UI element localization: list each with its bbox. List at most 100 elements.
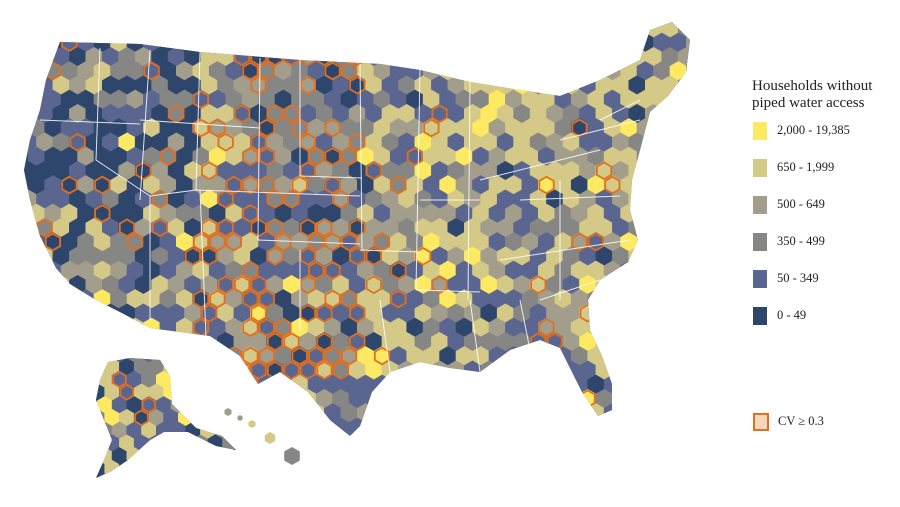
legend-swatch	[753, 307, 767, 325]
hex-cell	[488, 32, 506, 53]
hex-cell	[636, 175, 654, 195]
hex-cell	[612, 331, 630, 352]
high-cv-hex-outline	[242, 375, 259, 394]
high-cv-hex-outline	[522, 22, 539, 24]
hex-cell	[184, 360, 202, 381]
hex-cell	[60, 289, 78, 309]
hex-cell	[595, 22, 613, 39]
hex-cell	[184, 331, 202, 352]
hex-cell	[496, 46, 514, 67]
hex-cell	[628, 360, 646, 381]
hex-cell	[538, 346, 556, 366]
hex-cell	[554, 22, 572, 24]
hex-cell	[27, 32, 45, 53]
hex-cell	[44, 289, 62, 309]
high-cv-hex-outline	[215, 371, 230, 388]
hex-cell	[653, 118, 671, 138]
hex-cell	[521, 403, 539, 423]
hex-cell	[200, 447, 216, 465]
hex-cell	[60, 374, 78, 395]
high-cv-hex-outline	[215, 358, 230, 363]
legend-swatch	[753, 196, 767, 214]
legend-item: 50 - 349	[752, 270, 900, 307]
high-cv-hex-outline	[439, 403, 456, 423]
hex-cell	[214, 358, 231, 363]
high-cv-hex-outline	[382, 47, 399, 67]
hex-cell	[24, 289, 29, 309]
high-cv-hex-outline	[629, 275, 646, 295]
hex-cell	[620, 403, 638, 423]
hex-cell	[44, 374, 62, 395]
hex-cell	[178, 459, 194, 478]
hex-cell	[661, 303, 679, 324]
hex-cell	[283, 417, 300, 436]
high-cv-hex-outline	[77, 22, 94, 24]
high-cv-hex-outline	[686, 204, 690, 223]
hex-cell	[653, 289, 671, 309]
hex-cell	[620, 32, 638, 53]
hex-cell	[636, 374, 654, 395]
hex-cell	[148, 459, 164, 478]
hex-cell	[612, 303, 630, 324]
hex-cell	[472, 374, 490, 395]
hex-cell	[669, 374, 687, 395]
hex-cell	[184, 22, 202, 39]
hex-cell	[677, 303, 690, 324]
hex-cell	[229, 396, 236, 414]
hex-cell	[521, 61, 539, 81]
hex-cell	[546, 388, 564, 409]
hex-cell	[200, 360, 218, 381]
hex-cell	[24, 89, 29, 110]
hex-cell	[60, 403, 78, 423]
hex-cell	[24, 22, 37, 39]
hex-cell	[686, 203, 690, 224]
high-cv-hex-outline	[250, 22, 267, 38]
hex-cell	[151, 331, 169, 352]
hex-cell	[44, 403, 62, 423]
hex-cell	[686, 403, 690, 423]
hawaii-island	[284, 447, 300, 465]
hex-cell	[447, 46, 465, 67]
hex-cell	[85, 331, 103, 352]
hex-cell	[529, 417, 547, 436]
hex-cell	[496, 417, 514, 436]
hex-cell	[587, 22, 605, 24]
hex-cell	[488, 403, 506, 423]
hex-cell	[636, 346, 654, 366]
high-cv-hex-outline	[670, 261, 687, 280]
hex-cell	[653, 146, 671, 167]
hex-cell	[538, 61, 556, 81]
hex-cell	[612, 417, 630, 436]
hex-cell	[628, 388, 646, 409]
hex-cell	[546, 22, 564, 39]
hex-cell	[381, 22, 399, 39]
hex-cell	[52, 360, 70, 381]
hex-cell	[653, 346, 671, 366]
hex-cell	[250, 22, 268, 39]
hex-cell	[357, 22, 375, 24]
hex-cell	[200, 358, 216, 363]
hex-cell	[513, 388, 531, 409]
hex-cell	[102, 22, 119, 39]
hex-cell	[669, 22, 687, 24]
high-cv-hex-outline	[612, 275, 629, 295]
hex-cell	[24, 246, 37, 267]
hex-cell	[669, 146, 687, 167]
hex-cell	[562, 388, 580, 409]
hex-cell	[324, 32, 342, 53]
hex-cell	[505, 22, 523, 24]
hex-cell	[661, 388, 679, 409]
legend-item: 500 - 649	[752, 196, 900, 233]
hawaii-island	[248, 420, 256, 428]
hex-cell	[178, 358, 194, 376]
hex-cell	[505, 61, 523, 81]
hex-cell	[241, 403, 259, 423]
hex-cell	[36, 46, 54, 67]
hex-cell	[373, 22, 391, 24]
hex-cell	[636, 203, 654, 224]
high-cv-hex-outline	[341, 33, 358, 52]
hex-cell	[406, 22, 424, 24]
hex-cell	[24, 403, 29, 423]
hex-cell	[677, 417, 690, 436]
hex-cell	[170, 370, 186, 389]
